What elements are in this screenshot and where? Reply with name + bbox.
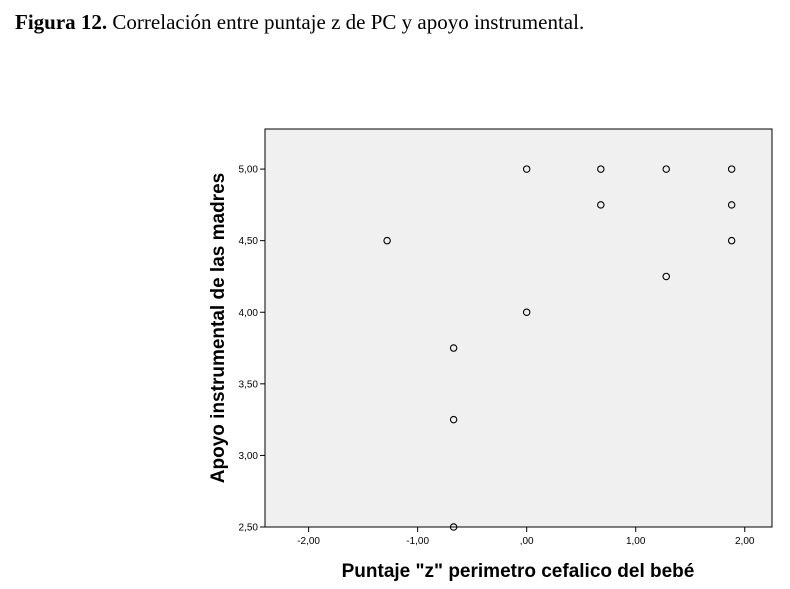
scatter-point: [449, 344, 458, 352]
x-axis: -2,00 -1,00 ,00 1,00 2,00: [297, 527, 755, 547]
plot-area: [264, 128, 773, 528]
scatter-point: [449, 523, 458, 531]
figure-caption: Figura 12. Correlación entre puntaje z d…: [15, 10, 584, 35]
scatter-point: [597, 201, 605, 209]
x-tick-label: ,00: [520, 536, 534, 547]
y-tick-label: 2,50: [239, 523, 259, 534]
x-tick-label: -1,00: [406, 536, 429, 547]
x-tick-label: 2,00: [735, 536, 755, 547]
scatter-point: [662, 165, 670, 173]
scatter-point: [522, 165, 531, 173]
scatter-point: [449, 415, 458, 424]
x-tick-label: -2,00: [297, 536, 320, 547]
x-tick-label: 1,00: [626, 536, 646, 547]
y-tick-label: 5,00: [239, 165, 259, 176]
y-tick-label: 4,00: [239, 308, 259, 319]
y-axis: 2,50 3,00 3,50 4,00 4,50 5,00: [239, 165, 265, 534]
scatter-point: [662, 272, 670, 281]
scatter-point: [727, 236, 736, 245]
scatter-point: [383, 236, 391, 245]
y-axis-title: Apoyo instrumental de las madres: [208, 173, 229, 483]
x-axis-title: Puntaje "z" perimetro cefalico del bebé: [342, 561, 695, 582]
y-tick-label: 4,50: [239, 236, 259, 247]
figure-number: Figura 12.: [15, 10, 108, 34]
scatter-point: [597, 165, 605, 173]
data-points: [383, 165, 736, 531]
figure-caption-text: Correlación entre puntaje z de PC y apoy…: [112, 10, 585, 34]
scatter-point: [727, 165, 736, 173]
scatter-point: [522, 308, 531, 317]
y-tick-label: 3,50: [239, 379, 259, 390]
scatter-point: [727, 201, 736, 209]
y-tick-label: 3,00: [239, 451, 259, 462]
